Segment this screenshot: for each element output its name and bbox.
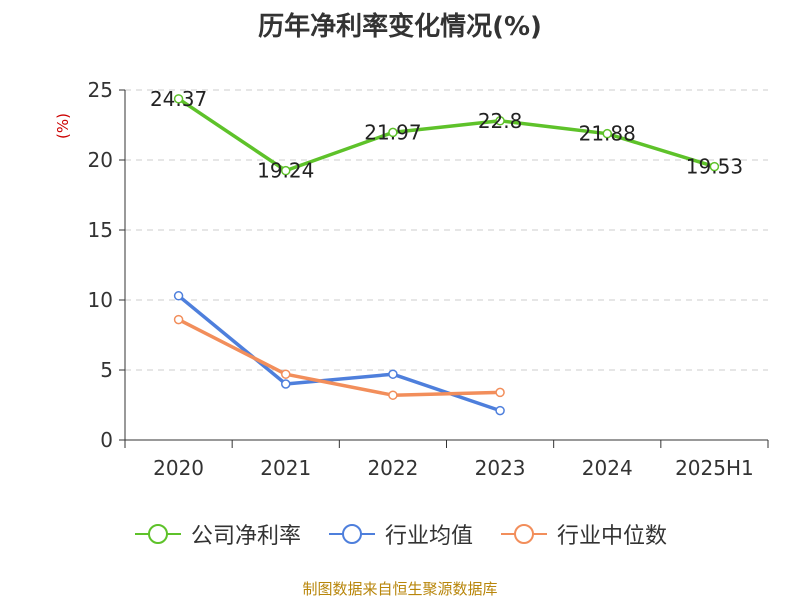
legend-item[interactable]: 公司净利率 bbox=[133, 518, 301, 550]
series-1-point bbox=[709, 161, 720, 172]
data-label: 22.8 bbox=[478, 109, 523, 133]
series-3-point bbox=[173, 314, 184, 325]
x-tick-label: 2022 bbox=[367, 456, 418, 480]
series-3-point bbox=[495, 387, 505, 398]
y-tick-label: 5 bbox=[100, 358, 113, 382]
series-2-point bbox=[495, 405, 505, 416]
legend-label: 公司净利率 bbox=[190, 524, 301, 549]
legend-marker-icon bbox=[328, 524, 375, 544]
series-1-point bbox=[495, 116, 505, 126]
x-tick-label: 2024 bbox=[582, 456, 633, 480]
y-tick-label: 15 bbox=[88, 218, 113, 242]
x-tick-label: 2021 bbox=[260, 456, 311, 480]
y-tick-label: 0 bbox=[100, 428, 113, 452]
series-1-point bbox=[281, 165, 291, 176]
series-lines bbox=[173, 94, 720, 416]
series-3-point bbox=[281, 369, 291, 379]
data-label: 24.37 bbox=[150, 87, 207, 111]
series-3-point bbox=[388, 390, 398, 400]
legend-label: 行业均值 bbox=[384, 524, 473, 549]
series-1-point bbox=[388, 127, 398, 138]
legend: 公司净利率 行业均值 行业中位数 bbox=[0, 518, 800, 550]
axes: 0 5 10 15 20 25 2020 2021 2022 2023 2024 2025H1 bbox=[88, 78, 769, 480]
legend-item[interactable]: 行业均值 bbox=[327, 518, 473, 550]
x-tick-label: 2020 bbox=[153, 456, 204, 480]
legend-label: 行业中位数 bbox=[557, 524, 668, 549]
x-tick-label: 2023 bbox=[475, 456, 526, 480]
x-tick-label: 2025H1 bbox=[675, 456, 754, 480]
data-label: 19.53 bbox=[686, 155, 743, 179]
series-1-point bbox=[173, 94, 184, 104]
grid-lines bbox=[125, 89, 768, 371]
y-axis-label: (%) bbox=[54, 113, 72, 139]
data-label: 21.97 bbox=[364, 120, 421, 144]
y-tick-label: 20 bbox=[88, 148, 113, 172]
series-1-point bbox=[602, 128, 612, 139]
data-label: 19.24 bbox=[257, 159, 314, 183]
chart-title: 历年净利率变化情况(%) bbox=[258, 12, 542, 42]
source-note: 制图数据来自恒生聚源数据库 bbox=[302, 580, 498, 598]
y-tick-label: 10 bbox=[88, 288, 113, 312]
data-label: 21.88 bbox=[579, 122, 636, 146]
legend-marker-icon bbox=[134, 524, 181, 544]
series-3-line bbox=[177, 318, 501, 397]
series-1-line bbox=[177, 97, 715, 173]
data-labels: 24.37 19.24 21.97 22.8 21.88 19.53 bbox=[150, 87, 743, 183]
y-tick-label: 25 bbox=[88, 78, 113, 102]
series-2-point bbox=[173, 291, 184, 301]
legend-marker-icon bbox=[501, 524, 547, 544]
series-2-point bbox=[281, 379, 291, 389]
legend-item[interactable]: 行业中位数 bbox=[499, 518, 667, 550]
series-2-point bbox=[388, 369, 398, 379]
